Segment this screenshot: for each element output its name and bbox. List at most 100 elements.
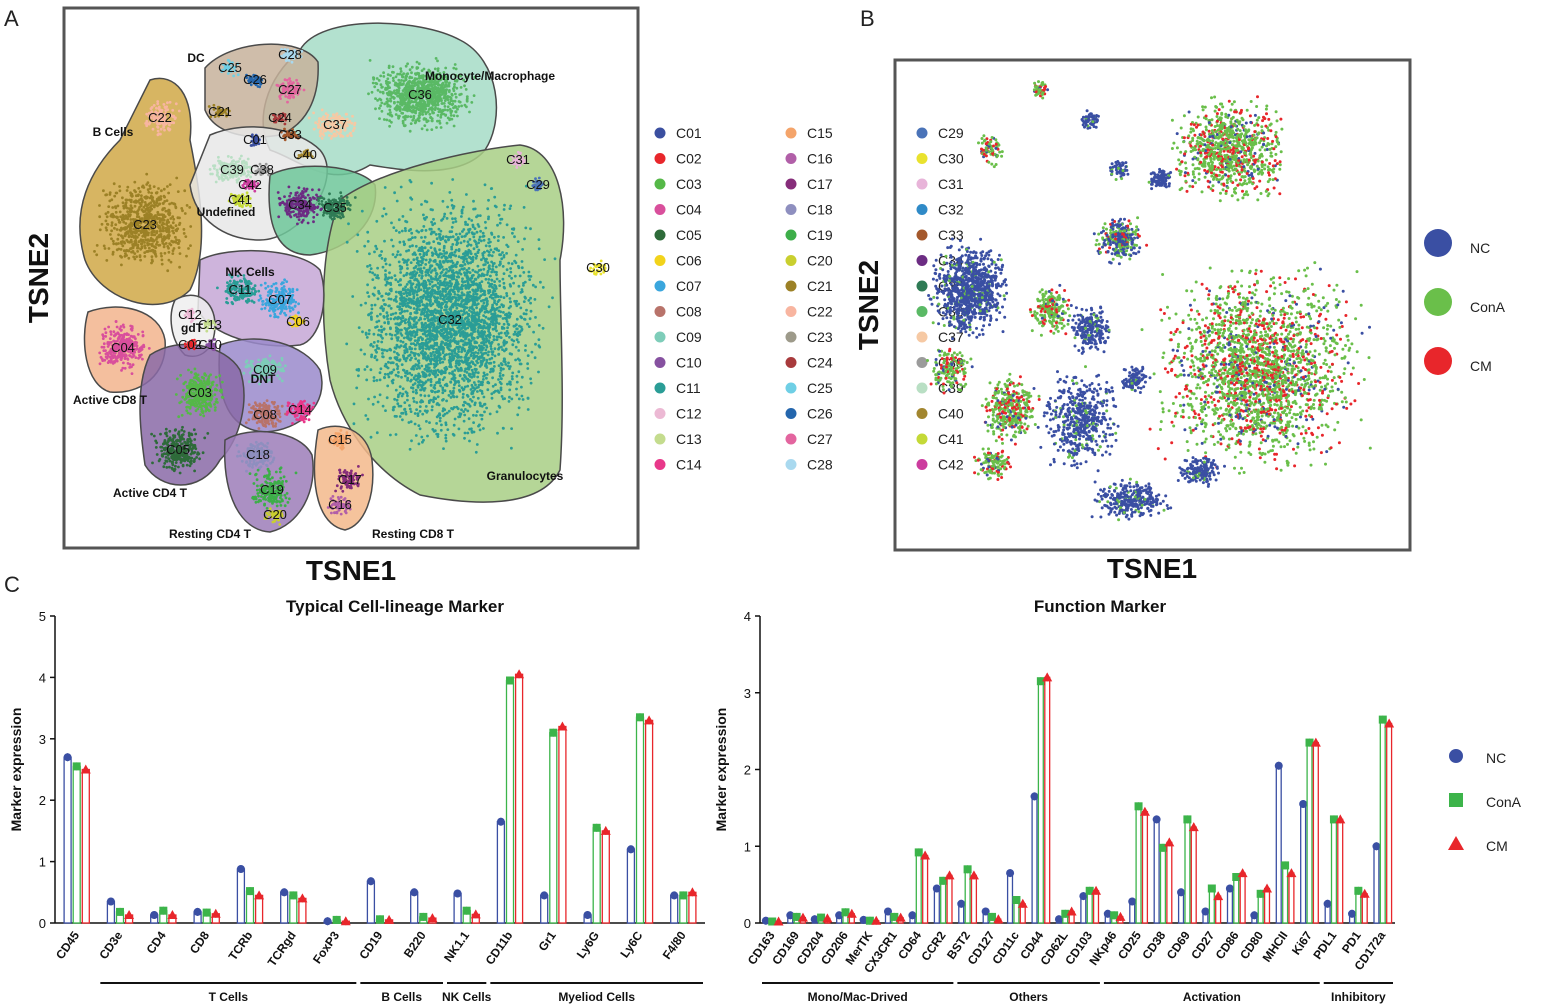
- tsne-a-point: [312, 215, 316, 219]
- tsne-a-point: [390, 337, 394, 341]
- tsne-a-point: [285, 52, 289, 56]
- tsne-a-point: [413, 412, 417, 415]
- tsne-a-point: [449, 365, 453, 369]
- tsne-a-point: [427, 83, 430, 87]
- tsne-a-point: [408, 87, 412, 91]
- tsne-a-point: [315, 213, 319, 217]
- tsne-a-point: [443, 89, 447, 92]
- tsne-a-point: [329, 137, 333, 140]
- tsne-a-point: [426, 110, 430, 114]
- tsne-a-point: [440, 112, 444, 115]
- tsne-a-point: [485, 406, 488, 410]
- tsne-a-point: [504, 341, 508, 345]
- tsne-a-point: [297, 218, 301, 222]
- tsne-a-point: [316, 122, 320, 126]
- tsne-a-point: [440, 270, 444, 274]
- tsne-a-point: [168, 127, 172, 131]
- tsne-a-point: [399, 101, 402, 104]
- tsne-a-point: [167, 258, 171, 262]
- tsne-a-point: [520, 375, 524, 379]
- tsne-a-point: [153, 118, 157, 122]
- tsne-a-point: [524, 226, 528, 230]
- tsne-a-point: [421, 412, 425, 416]
- tsne-a-point: [498, 305, 502, 309]
- tsne-a-point: [167, 191, 171, 195]
- tsne-a-point: [259, 82, 263, 86]
- tsne-a-point: [416, 93, 420, 97]
- tsne-a-point: [402, 93, 405, 97]
- tsne-a-point: [253, 81, 256, 85]
- tsne-a-point: [247, 79, 251, 82]
- tsne-a-point: [377, 276, 380, 280]
- tsne-a-point: [390, 120, 393, 124]
- tsne-a-point: [531, 283, 535, 287]
- tsne-a-point: [495, 410, 499, 414]
- tsne-a-point: [148, 184, 152, 188]
- tsne-a-point: [391, 76, 395, 80]
- tsne-a-point: [471, 288, 475, 292]
- tsne-a-point: [416, 96, 419, 99]
- tsne-a-point: [469, 243, 473, 247]
- tsne-a-point: [365, 378, 369, 382]
- tsne-a-point: [157, 234, 161, 238]
- tsne-a-point: [160, 189, 163, 193]
- tsne-a-point: [413, 121, 417, 125]
- tsne-a-point: [366, 240, 370, 243]
- tsne-a-point: [526, 367, 530, 370]
- tsne-a-point: [473, 341, 477, 345]
- tsne-a-point: [280, 201, 284, 205]
- tsne-a-point: [496, 314, 499, 318]
- tsne-a-point: [416, 359, 420, 363]
- tsne-a-point: [277, 84, 280, 88]
- tsne-a-point: [289, 191, 293, 195]
- tsne-a-point: [491, 327, 495, 331]
- tsne-a-point: [111, 239, 115, 243]
- tsne-a-point: [483, 410, 486, 414]
- tsne-a-point: [171, 115, 175, 118]
- tsne-a-point: [443, 99, 447, 102]
- tsne-a-point: [273, 120, 276, 124]
- tsne-a-point: [157, 105, 161, 109]
- tsne-a-point: [286, 212, 289, 216]
- tsne-a-point: [461, 230, 464, 233]
- tsne-a-point: [469, 354, 473, 358]
- tsne-a-point: [459, 241, 463, 245]
- tsne-a-point: [446, 108, 449, 112]
- tsne-a-point: [397, 114, 400, 118]
- tsne-a-point: [379, 74, 383, 78]
- tsne-a-point: [215, 173, 219, 177]
- tsne-a-point: [370, 353, 374, 357]
- tsne-a-point: [453, 217, 457, 221]
- tsne-a-point: [400, 334, 404, 337]
- tsne-a-point: [257, 81, 261, 85]
- tsne-a-point: [402, 240, 406, 244]
- tsne-a-point: [374, 107, 377, 111]
- tsne-a-point: [479, 299, 483, 303]
- tsne-a-point: [393, 397, 396, 401]
- tsne-a-point: [378, 117, 381, 120]
- tsne-a-point: [508, 335, 511, 339]
- tsne-a-point: [318, 117, 321, 120]
- tsne-a-point: [529, 377, 532, 381]
- tsne-a-point: [300, 220, 304, 224]
- tsne-a-point: [457, 350, 460, 353]
- tsne-a-point: [394, 229, 398, 233]
- tsne-a-point: [281, 114, 284, 117]
- tsne-a-point: [102, 189, 105, 193]
- tsne-a-point: [147, 246, 151, 250]
- tsne-a-cluster-c33: [279, 127, 300, 142]
- tsne-a-point: [325, 115, 329, 119]
- tsne-a-point: [149, 107, 153, 111]
- tsne-a-point: [444, 433, 448, 437]
- tsne-a-point: [433, 390, 437, 394]
- tsne-a-point: [389, 99, 393, 103]
- tsne-a-point: [450, 225, 454, 229]
- tsne-a-point: [463, 280, 467, 284]
- tsne-a-point: [178, 252, 182, 256]
- tsne-a-point: [124, 222, 128, 225]
- tsne-a-point: [422, 67, 426, 71]
- tsne-a-point: [340, 121, 344, 125]
- tsne-a-point: [452, 423, 456, 427]
- tsne-a-point: [526, 354, 530, 357]
- tsne-a-point: [415, 101, 419, 105]
